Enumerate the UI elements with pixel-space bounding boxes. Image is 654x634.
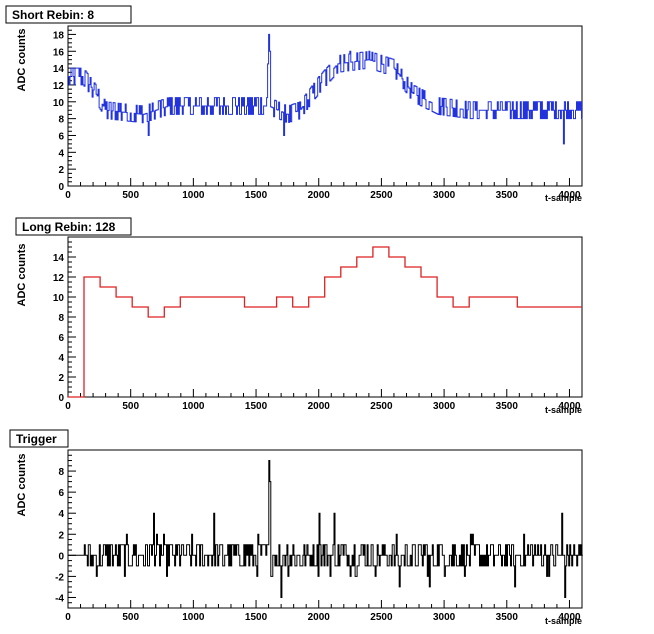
y-tick-label: 4 (58, 148, 64, 159)
x-tick-label: 4000 (558, 190, 581, 201)
x-tick-label: 2500 (370, 190, 393, 201)
x-tick-label: 1000 (182, 401, 205, 412)
x-ticks: 0 500 1000 1500 2000 2500 3000 3500 4000 (65, 178, 583, 201)
plot-frame (67, 236, 583, 398)
y-tick-label: 8 (58, 313, 64, 324)
y-tick-label: 4 (58, 509, 64, 520)
x-tick-label: 500 (122, 401, 139, 412)
x-tick-label: 500 (122, 190, 139, 201)
title-box (9, 429, 69, 448)
y-tick-label: 2 (58, 373, 64, 384)
x-tick-label: 3500 (496, 190, 519, 201)
x-ticks: 0 500 1000 1500 2000 2500 3000 3500 4000 (65, 389, 583, 412)
x-tick-label: 4000 (558, 401, 581, 412)
x-tick-label: 2000 (308, 190, 331, 201)
y-axis-label: ADC counts (16, 454, 28, 517)
chart-title: Long Rebin: 128 (22, 220, 116, 234)
x-tick-label: 3000 (433, 401, 456, 412)
y-axis-label: ADC counts (16, 244, 28, 307)
y-tick-label: 12 (53, 273, 65, 284)
plot-frame (67, 449, 583, 609)
y-tick-label: 2 (58, 530, 64, 541)
series-line (68, 246, 582, 398)
title-box (15, 217, 132, 236)
y-ticks: 0 2 4 6 8 10 12 14 16 18 (53, 25, 76, 193)
x-tick-label: 1500 (245, 401, 268, 412)
y-tick-label: 6 (58, 333, 64, 344)
panel-trigger: Trigger ADC counts t-sample -4 -2 0 2 4 6 8 0 5… (9, 429, 583, 626)
y-tick-label: 14 (53, 253, 65, 264)
y-tick-label: 8 (58, 115, 64, 126)
x-axis-label: t-sample (545, 616, 582, 626)
y-tick-label: 8 (58, 467, 64, 478)
x-tick-label: 4000 (558, 612, 581, 623)
y-axis-label: ADC counts (16, 29, 28, 92)
y-tick-label: 0 (58, 393, 64, 404)
y-tick-label: 12 (53, 81, 65, 92)
x-tick-label: 3500 (496, 612, 519, 623)
x-tick-label: 3000 (433, 612, 456, 623)
y-tick-label: 10 (53, 293, 65, 304)
x-tick-label: 0 (65, 612, 71, 623)
chart-title: Trigger (16, 432, 57, 446)
y-tick-label: -4 (55, 593, 64, 604)
x-axis-label: t-sample (545, 193, 582, 203)
x-axis-label: t-sample (545, 405, 582, 415)
y-ticks: 0 2 4 6 8 10 12 14 (53, 236, 76, 404)
y-tick-label: -2 (55, 572, 64, 583)
y-tick-label: 18 (53, 30, 65, 41)
x-tick-label: 2500 (370, 401, 393, 412)
x-tick-label: 3500 (496, 401, 519, 412)
y-tick-label: 2 (58, 165, 64, 176)
x-tick-label: 1000 (182, 190, 205, 201)
chart-title: Short Rebin: 8 (12, 8, 94, 22)
x-tick-label: 0 (65, 401, 71, 412)
x-tick-label: 2000 (308, 401, 331, 412)
x-tick-label: 2000 (308, 612, 331, 623)
x-tick-label: 1500 (245, 190, 268, 201)
x-tick-label: 3000 (433, 190, 456, 201)
y-ticks: -4 -2 0 2 4 6 8 (55, 449, 76, 609)
y-tick-label: 16 (53, 47, 65, 58)
y-tick-label: 0 (58, 182, 64, 193)
y-tick-label: 6 (58, 488, 64, 499)
panel-short-rebin: Short Rebin: 8 ADC counts t-sample 0 2 4 6 8… (5, 5, 583, 203)
series-line (68, 33, 583, 145)
x-tick-label: 500 (122, 612, 139, 623)
y-tick-label: 14 (53, 64, 65, 75)
x-tick-label: 2500 (370, 612, 393, 623)
y-tick-label: 0 (58, 551, 64, 562)
x-tick-label: 0 (65, 190, 71, 201)
title-box (5, 5, 132, 24)
y-tick-label: 4 (58, 353, 64, 364)
x-tick-label: 1000 (182, 612, 205, 623)
y-tick-label: 6 (58, 131, 64, 142)
y-tick-label: 10 (53, 98, 65, 109)
panel-long-rebin: Long Rebin: 128 ADC counts t-sample 0 2 4 6… (15, 217, 583, 415)
x-tick-label: 1500 (245, 612, 268, 623)
x-ticks: 0 500 1000 1500 2000 2500 3000 3500 4000 (65, 600, 583, 623)
series-line (68, 460, 583, 598)
